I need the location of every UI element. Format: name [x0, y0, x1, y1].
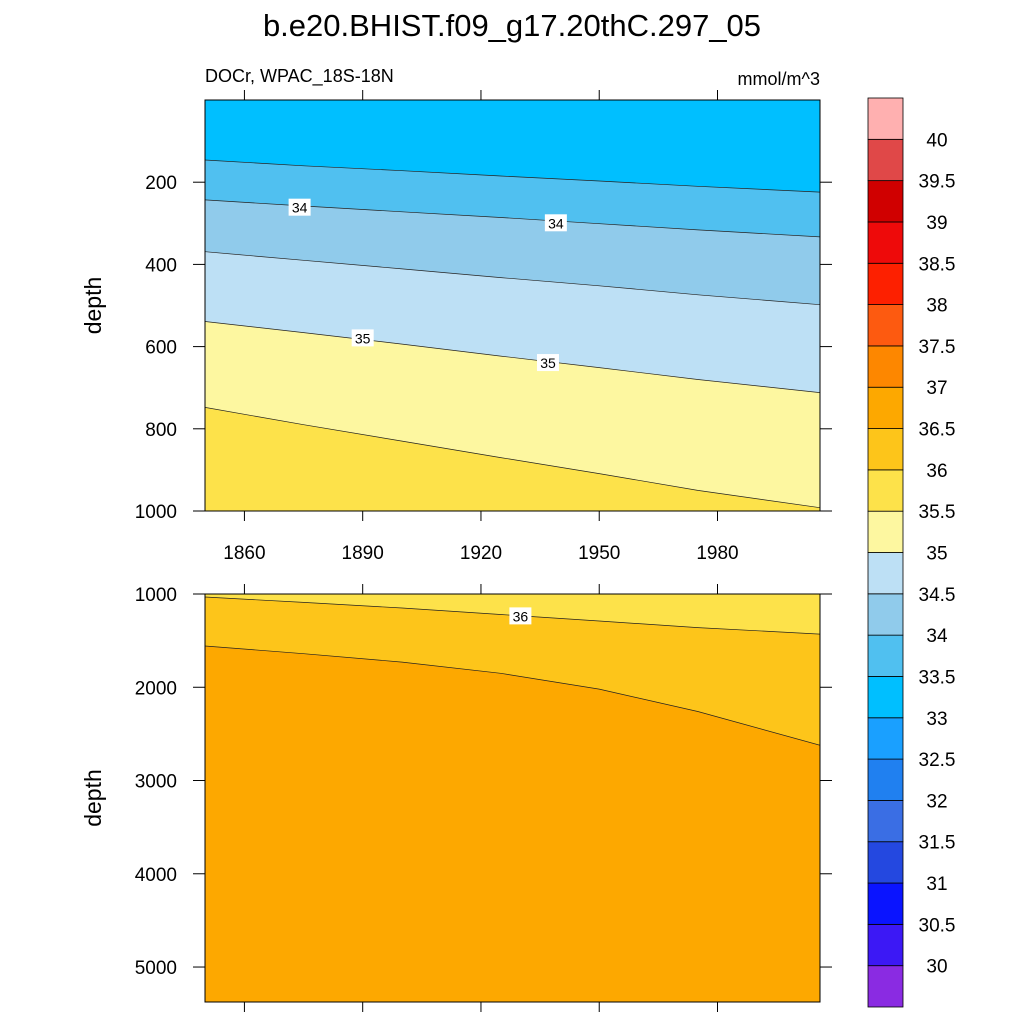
y-tick-label: 1000: [135, 585, 177, 606]
contour-line: [205, 321, 820, 393]
colorbar-label: 37: [926, 378, 947, 399]
x-tick-label: 1920: [460, 543, 502, 564]
colorbar-box: [867, 841, 904, 884]
contour-label-bg: [536, 354, 559, 372]
contour-label-bg: [288, 198, 311, 216]
y-tick-label: 400: [145, 255, 177, 276]
colorbar-box: [867, 552, 904, 595]
y-axis-label: depth: [80, 769, 106, 827]
contour-label: 35: [540, 355, 556, 371]
y-tick-label: 1000: [135, 502, 177, 523]
colorbar-label: 39: [926, 213, 947, 234]
right-string: mmol/m^3: [738, 69, 820, 89]
colorbar-label: 31.5: [919, 833, 956, 854]
left-string: DOCr, WPAC_18S-18N: [205, 66, 394, 87]
contour-line: [205, 596, 820, 635]
colorbar-box: [867, 717, 904, 760]
plot-frame: [204, 593, 821, 1003]
x-tick-label: 1950: [578, 543, 620, 564]
colorbar-box: [867, 882, 904, 925]
contour-line: [205, 251, 820, 306]
contour-label-bg: [544, 214, 567, 232]
contour-label: 34: [548, 215, 564, 231]
y-tick-label: 600: [145, 338, 177, 359]
y-tick-label: 2000: [135, 678, 177, 699]
colorbar-box: [867, 758, 904, 801]
colorbar-label: 30: [926, 957, 947, 978]
colorbar-label: 34: [926, 626, 948, 647]
y-axis-label: depth: [80, 277, 106, 335]
colorbar-box: [867, 345, 904, 388]
plot-frame: [204, 99, 821, 512]
colorbar-box: [867, 593, 904, 636]
colorbar-label: 36.5: [919, 420, 956, 441]
colorbar-label: 40: [926, 130, 947, 151]
contour-label-bg: [509, 607, 532, 625]
contour-line: [205, 407, 820, 509]
contour-line: [205, 159, 820, 193]
title: b.e20.BHIST.f09_g17.20thC.297_05: [263, 8, 761, 43]
colorbar-label: 30.5: [919, 915, 956, 936]
colorbar-box: [867, 304, 904, 347]
contour-label: 34: [292, 200, 308, 216]
colorbar-box: [867, 97, 904, 140]
colorbar-box: [867, 262, 904, 305]
colorbar-label: 37.5: [919, 337, 956, 358]
x-tick-label: 1860: [223, 543, 265, 564]
colorbar-box: [867, 676, 904, 719]
colorbar-box: [867, 180, 904, 223]
colorbar-box: [867, 221, 904, 264]
colorbar-label: 38: [926, 296, 947, 317]
colorbar-label: 39.5: [919, 172, 956, 193]
y-tick-label: 800: [145, 420, 177, 441]
plot-area: 34 34 35 35: [205, 100, 820, 511]
y-tick-label: 3000: [135, 772, 177, 793]
contour-line: [205, 645, 820, 746]
x-tick-label: 1980: [696, 543, 738, 564]
colorbar-label: 35: [926, 544, 947, 565]
colorbar-label: 33: [926, 709, 947, 730]
contour-label-bg: [351, 329, 374, 347]
colorbar-box: [867, 428, 904, 471]
colorbar-label: 38.5: [919, 254, 956, 275]
y-tick-label: 5000: [135, 958, 177, 979]
colorbar-label: 31: [926, 874, 947, 895]
colorbar-box: [867, 469, 904, 512]
y-tick-label: 200: [145, 173, 177, 194]
contour-label: 35: [355, 330, 371, 346]
colorbar-label: 35.5: [919, 502, 956, 523]
colorbar-box: [867, 510, 904, 553]
y-tick-label: 4000: [135, 865, 177, 886]
colorbar-box: [867, 138, 904, 182]
contour-label: 36: [513, 608, 529, 624]
colorbar-box: [867, 386, 904, 429]
colorbar-label: 36: [926, 461, 947, 482]
colorbar-box: [867, 965, 904, 1008]
plot-area: 36: [205, 594, 820, 1002]
colorbar-box: [867, 800, 904, 843]
colorbar-box: [867, 923, 904, 967]
colorbar-label: 32.5: [919, 750, 956, 771]
colorbar-label: 34.5: [919, 585, 956, 606]
x-tick-label: 1890: [342, 543, 384, 564]
colorbar-label: 32: [926, 791, 947, 812]
colorbar-label: 33.5: [919, 667, 956, 688]
colorbar-box: [867, 634, 904, 677]
